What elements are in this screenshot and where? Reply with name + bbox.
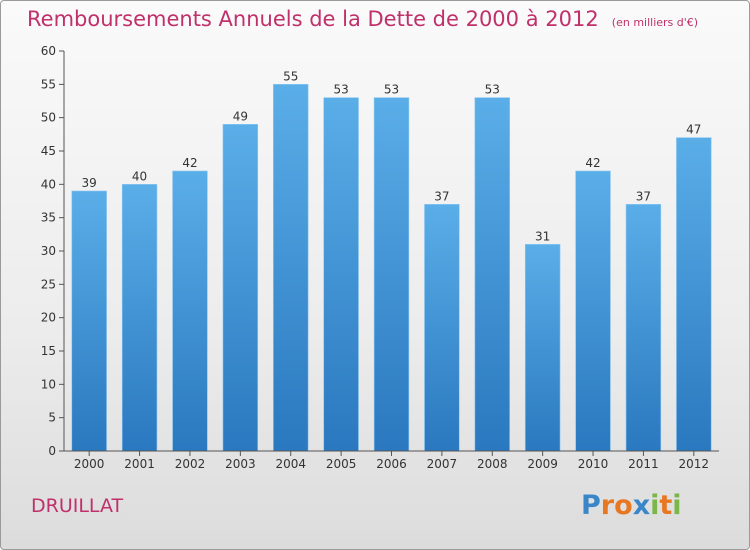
bar <box>676 137 712 452</box>
logo-letter: i <box>672 490 682 521</box>
x-axis: 2000 2001 2002 2003 2004 2005 2006 2007 2008 2009… <box>64 450 719 471</box>
bar-value-label: 49 <box>233 109 248 123</box>
y-tick-label: 15 <box>41 344 56 358</box>
bar-value-label: 42 <box>585 156 600 170</box>
x-tick-label: 2007 <box>427 457 458 471</box>
x-tick-label: 2006 <box>376 457 407 471</box>
x-tick-label: 2004 <box>275 457 306 471</box>
bar <box>625 204 662 452</box>
y-tick-label: 0 <box>48 444 56 458</box>
logo-letter: P <box>581 490 601 521</box>
y-tick-label: 45 <box>41 144 56 158</box>
proxiti-logo: Proxiti <box>581 490 682 521</box>
y-tick-label: 30 <box>41 244 56 258</box>
x-tick-label: 2001 <box>124 457 155 471</box>
logo-letter: r <box>600 490 615 521</box>
x-tick-label: 2003 <box>225 457 256 471</box>
y-axis: 0 5 10 15 20 25 30 35 40 45 50 55 60 <box>41 44 65 458</box>
bar <box>373 97 410 452</box>
bars: 39 40 42 49 55 53 53 37 53 31 42 37 47 <box>71 69 712 452</box>
x-tick-label: 2009 <box>527 457 558 471</box>
bar-value-label: 40 <box>132 169 147 183</box>
bar <box>424 204 460 452</box>
y-tick-label: 10 <box>41 377 56 391</box>
bar-value-label: 37 <box>434 189 449 203</box>
bar <box>575 170 611 452</box>
y-tick-label: 25 <box>41 277 56 291</box>
bar <box>222 124 259 452</box>
y-tick-label: 40 <box>41 177 56 191</box>
commune-name: DRUILLAT <box>31 495 124 517</box>
y-tick-label: 50 <box>41 111 56 125</box>
title-line: Remboursements Annuels de la Dette de 20… <box>27 7 698 31</box>
bar-value-label: 37 <box>636 189 651 203</box>
bar <box>323 97 359 452</box>
bar-value-label: 39 <box>82 176 97 190</box>
bar-value-label: 53 <box>384 83 399 97</box>
x-tick-label: 2000 <box>74 457 105 471</box>
bar <box>273 84 309 452</box>
chart-title: Remboursements Annuels de la Dette de 20… <box>27 7 599 31</box>
y-tick-label: 35 <box>41 211 56 225</box>
x-tick-label: 2005 <box>326 457 357 471</box>
chart-unit: (en milliers d'€) <box>611 16 699 29</box>
bar <box>172 170 208 452</box>
logo-letter: x <box>632 490 651 521</box>
y-tick-label: 5 <box>48 411 56 425</box>
bar-value-label: 53 <box>485 83 500 97</box>
x-tick-label: 2010 <box>578 457 609 471</box>
bar-value-label: 53 <box>333 83 348 97</box>
logo-letter: i <box>650 490 660 521</box>
bar-value-label: 55 <box>283 69 298 83</box>
bar <box>71 190 107 452</box>
y-tick-label: 60 <box>41 44 56 58</box>
y-tick-label: 20 <box>41 311 56 325</box>
x-tick-label: 2011 <box>628 457 659 471</box>
bar-value-label: 42 <box>182 156 197 170</box>
x-tick-label: 2012 <box>679 457 710 471</box>
bar-value-label: 47 <box>686 123 701 137</box>
bar <box>121 184 158 452</box>
y-tick-label: 55 <box>41 77 56 91</box>
bar <box>474 97 510 452</box>
bar-value-label: 31 <box>535 229 550 243</box>
logo-letter: o <box>614 490 633 521</box>
bar <box>524 244 561 452</box>
logo-letter: t <box>659 490 673 521</box>
x-tick-label: 2002 <box>175 457 206 471</box>
x-tick-label: 2008 <box>477 457 508 471</box>
